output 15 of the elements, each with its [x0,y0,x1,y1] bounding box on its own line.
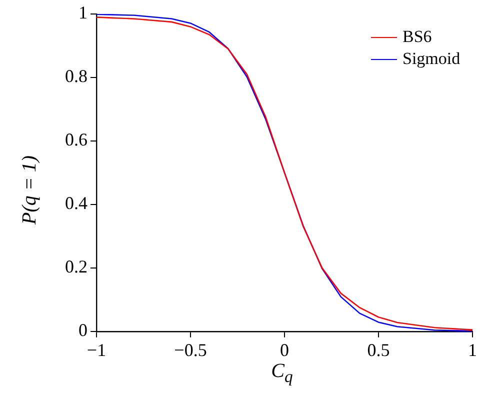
y-tick-label: 0 [78,320,88,340]
legend-label: BS6 [402,26,432,48]
y-tick-label: 0.2 [65,256,88,277]
x-tick-label: 0.5 [367,340,390,360]
y-tick-label: 0.4 [65,193,88,214]
y-tick-label: 0.6 [65,130,88,150]
x-axis-title: C$_{q}$ [271,360,293,387]
y-axis-title: P(q = 1) [18,155,42,225]
x-tick-label: −0.5 [174,340,207,360]
legend-label: Sigmoid [402,48,460,70]
y-tick-label: 0.8 [65,66,88,86]
x-tick-label: −1 [86,340,106,360]
x-tick-label: 0 [280,340,289,360]
x-tick-label: 1 [468,340,477,360]
y-tick-label: 1 [78,2,88,23]
